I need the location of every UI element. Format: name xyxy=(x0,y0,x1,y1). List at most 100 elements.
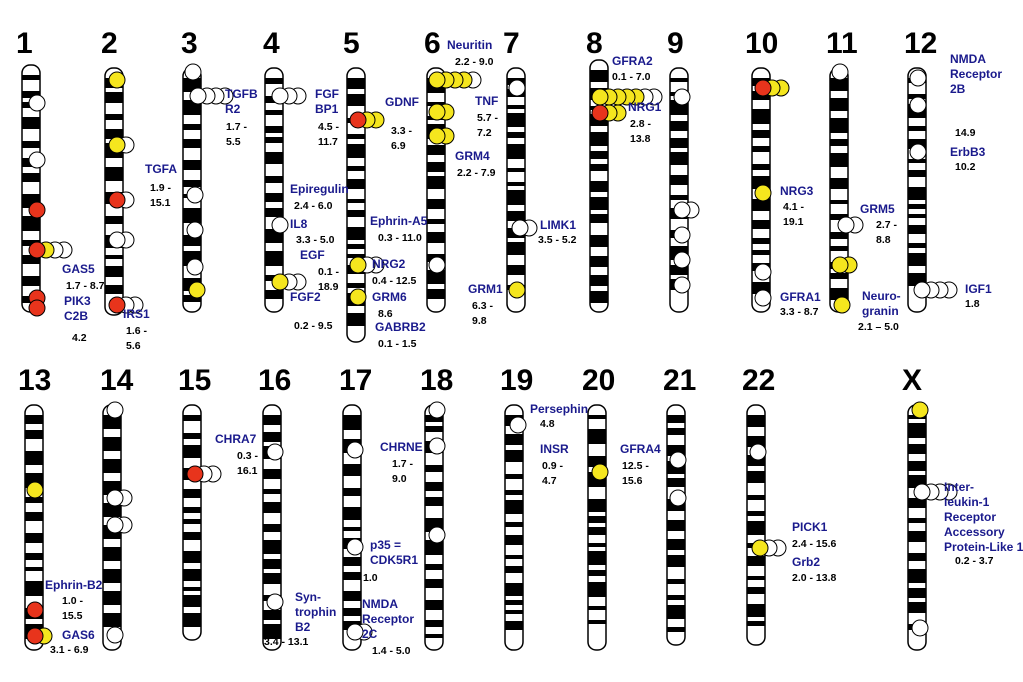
chromosome-band xyxy=(347,313,365,326)
gene-name: Syn- xyxy=(295,590,321,604)
chromosome-band xyxy=(425,579,443,588)
gene-range: 2.7 - xyxy=(876,219,898,231)
gene-name: Inter- xyxy=(944,480,974,494)
chromosome-band xyxy=(507,105,525,109)
chromosome-band xyxy=(263,432,281,442)
marker-circle xyxy=(108,136,126,154)
gene-range: 16.1 xyxy=(237,465,258,477)
marker-circle xyxy=(428,127,446,145)
chromosome-band xyxy=(265,176,283,183)
chromosome-band xyxy=(830,178,848,189)
chromosome-band xyxy=(427,162,445,172)
gene-range: 15.5 xyxy=(62,610,83,622)
chromosome-band xyxy=(427,289,445,299)
marker-circle xyxy=(186,221,204,239)
chromosome-band xyxy=(347,244,365,249)
chromosome-band xyxy=(588,429,606,444)
chromosome-band xyxy=(105,114,123,120)
marker-circle xyxy=(831,63,849,81)
marker-circle xyxy=(754,184,772,202)
chromosome-band xyxy=(667,445,685,456)
chromosome-band xyxy=(590,70,608,82)
chromosome-band xyxy=(105,266,123,277)
chromosome-band xyxy=(347,199,365,203)
gene-name: NRG3 xyxy=(780,184,814,198)
chromosome-band xyxy=(22,141,40,148)
chromosome-band xyxy=(103,459,121,473)
chromosome-number: 10 xyxy=(745,27,778,60)
chromosome-band xyxy=(747,415,765,427)
marker-circle xyxy=(509,416,527,434)
chromosome-band xyxy=(427,270,445,284)
gene-range: 3.4 - 13.1 xyxy=(264,636,309,648)
chromosome-number: 12 xyxy=(904,27,937,60)
gene-range: 4.5 - xyxy=(318,121,340,133)
chromosome-number: 13 xyxy=(18,364,51,397)
marker-circle xyxy=(428,437,446,455)
chromosome-band xyxy=(830,118,848,133)
chromosome-band xyxy=(183,124,201,130)
gene-name: FGF2 xyxy=(290,290,321,304)
chromosome-band xyxy=(908,518,926,523)
gene-name: Accessory xyxy=(944,525,1005,539)
chromosome-band xyxy=(183,595,201,607)
chromosome-band xyxy=(830,78,848,91)
chromosome-band xyxy=(105,129,123,139)
gene-range: 7.2 xyxy=(477,127,492,139)
marker-circle xyxy=(349,111,367,129)
marker-circle xyxy=(266,593,284,611)
marker-circle xyxy=(428,71,446,89)
marker-circle xyxy=(188,281,206,299)
chromosome-band xyxy=(103,415,121,429)
chromosome-band xyxy=(265,78,283,84)
chromosome-number: 22 xyxy=(742,364,775,397)
chromosome-band xyxy=(343,488,361,496)
gene-range: 3.3 - 5.0 xyxy=(296,234,335,246)
marker-circle xyxy=(186,258,204,276)
chromosome-band xyxy=(667,605,685,619)
marker-circle xyxy=(911,619,929,637)
gene-range: 15.1 xyxy=(150,197,171,209)
marker-circle xyxy=(749,443,767,461)
chromosome-band xyxy=(670,195,688,200)
chromosome-band xyxy=(427,232,445,243)
chromosome-band xyxy=(427,176,445,189)
marker-circle xyxy=(909,69,927,87)
marker-circle xyxy=(271,216,289,234)
chromosome-band xyxy=(588,456,606,467)
chromosome-band xyxy=(908,553,926,561)
marker-circle xyxy=(271,273,289,291)
chromosome-band xyxy=(830,153,848,167)
gene-range: 2.4 - 15.6 xyxy=(792,538,837,550)
marker-circle xyxy=(831,256,849,274)
chromosome-band xyxy=(505,583,523,596)
gene-name: PIK3 xyxy=(64,294,91,308)
gene-range: 1.7 - 8.7 xyxy=(66,280,105,292)
chromosome-band xyxy=(343,591,361,601)
marker-circle xyxy=(184,63,202,81)
marker-circle xyxy=(511,219,529,237)
marker-circle xyxy=(751,539,769,557)
marker-circle xyxy=(346,441,364,459)
chromosome-band xyxy=(427,219,445,224)
chromosome-band xyxy=(263,469,281,479)
chromosome-band xyxy=(590,214,608,223)
chromosome-band xyxy=(505,434,523,445)
chromosome-band xyxy=(752,238,770,244)
chromosome-band xyxy=(427,199,445,209)
chromosome-number: 11 xyxy=(826,27,858,60)
chromosome xyxy=(104,67,124,316)
chromosome-number: 16 xyxy=(258,364,291,397)
chromosome-band xyxy=(670,175,688,185)
marker-circle xyxy=(837,216,855,234)
gene-range: 1.8 xyxy=(965,298,980,310)
gene-range: 0.4 - 12.5 xyxy=(372,275,417,287)
chromosome-band xyxy=(183,489,201,498)
chromosome-band xyxy=(908,461,926,471)
chromosome-band xyxy=(908,498,926,508)
marker-circle xyxy=(186,465,204,483)
chromosome xyxy=(907,404,927,651)
gene-name: GAS5 xyxy=(62,262,95,276)
chromosome-band xyxy=(505,555,523,559)
chromosome-band xyxy=(425,540,443,555)
